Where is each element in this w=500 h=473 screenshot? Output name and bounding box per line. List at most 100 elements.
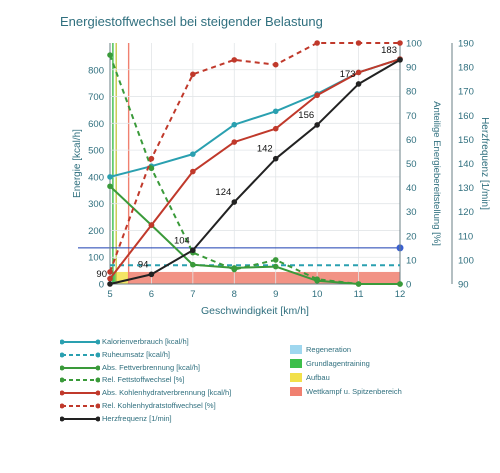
legend-label: Rel. Fettstoffwechsel [%] — [102, 375, 185, 385]
data-point — [148, 271, 155, 278]
x-tick-label: 8 — [232, 289, 237, 300]
x-tick-label: 10 — [312, 289, 323, 300]
legend-marker — [60, 390, 65, 396]
y-axis-right1-label: Anteilige Energiebereitstellung [%] — [431, 101, 442, 246]
data-point — [231, 121, 238, 128]
data-point — [314, 122, 320, 128]
y-axis-right2-label: Herzfrequenz [1/min] — [479, 117, 490, 210]
series-line — [109, 58, 401, 280]
y-right1-tick-label: 80 — [406, 87, 417, 98]
data-point — [314, 92, 320, 99]
data-point — [231, 199, 238, 205]
legend-symbol — [60, 403, 100, 409]
data-point — [107, 183, 113, 190]
legend-marker — [60, 352, 65, 358]
data-label: 124 — [215, 187, 231, 198]
legend-symbol — [60, 339, 100, 345]
y-left-tick-label: 0 — [99, 280, 104, 291]
data-point — [355, 40, 362, 46]
data-point — [272, 257, 279, 263]
legend-marker — [95, 339, 100, 345]
series-line — [109, 54, 400, 285]
x-axis-label: Geschwindigkeit [km/h] — [201, 305, 309, 317]
legend-marker — [60, 416, 65, 422]
data-point — [231, 266, 238, 273]
y-right2-tick-label: 170 — [458, 87, 474, 98]
data-point — [190, 247, 196, 254]
data-label: 156 — [298, 110, 314, 121]
data-point — [107, 281, 113, 287]
y-left-tick-label: 100 — [88, 253, 104, 264]
x-tick-label: 7 — [190, 289, 195, 300]
y-left-tick-label: 600 — [88, 119, 104, 130]
zone-band — [112, 271, 117, 284]
data-point — [272, 125, 279, 132]
series-line — [109, 42, 400, 273]
legend-symbol — [60, 377, 100, 383]
legend-symbol — [60, 416, 100, 422]
legend-label: Abs. Fettverbrennung [kcal/h] — [102, 362, 200, 372]
y-right1-tick-label: 90 — [406, 63, 417, 74]
data-point — [355, 81, 362, 87]
data-point — [107, 269, 113, 275]
y-right1-tick-label: 10 — [406, 255, 417, 266]
data-label: 94 — [138, 259, 149, 270]
data-point — [314, 40, 320, 46]
y-right1-tick-label: 70 — [406, 111, 417, 122]
y-right2-tick-label: 140 — [458, 159, 474, 170]
y-left-tick-label: 700 — [88, 92, 104, 103]
series-line — [109, 59, 401, 285]
y-right1-tick-label: 30 — [406, 207, 417, 218]
data-point — [190, 71, 196, 78]
data-label: 104 — [174, 235, 190, 246]
y-right2-tick-label: 90 — [458, 280, 469, 291]
y-right1-tick-label: 20 — [406, 231, 417, 242]
legend-label: Ruheumsatz [kcal/h] — [102, 349, 170, 359]
y-right1-tick-label: 0 — [406, 280, 411, 291]
data-point — [107, 52, 113, 58]
data-point — [397, 57, 403, 63]
data-point — [190, 168, 196, 175]
data-point — [231, 139, 238, 145]
legend-label: Kalorienverbrauch [kcal/h] — [102, 337, 189, 346]
data-point — [314, 276, 320, 282]
x-tick-label: 5 — [107, 289, 112, 300]
legend-marker — [95, 377, 100, 383]
data-label: 90 — [96, 269, 107, 280]
data-point — [190, 261, 196, 268]
legend-label: Rel. Kohlenhydratstoffwechsel [%] — [102, 400, 216, 410]
zone-swatch — [290, 345, 302, 354]
data-point — [148, 165, 155, 172]
legend-marker — [95, 352, 100, 358]
y-axis-left-label: Energie [kcal/h] — [72, 129, 83, 198]
x-tick-label: 6 — [149, 289, 154, 300]
data-point — [107, 174, 113, 180]
data-point — [272, 263, 279, 270]
y-right1-tick-label: 60 — [406, 135, 417, 146]
chart-title: Energiestoffwechsel bei steigender Belas… — [60, 14, 323, 29]
legend-marker — [95, 416, 100, 422]
data-point — [397, 40, 403, 46]
zone-label: Aufbau — [306, 373, 330, 382]
data-point — [355, 69, 362, 76]
legend-marker — [95, 365, 100, 371]
x-tick-label: 12 — [395, 289, 406, 300]
zone-swatch — [290, 387, 302, 396]
data-label: 183 — [381, 45, 397, 56]
x-tick-label: 9 — [273, 289, 278, 300]
zone-label: Regeneration — [306, 345, 352, 354]
legend-symbol — [60, 365, 100, 371]
legend-marker — [60, 365, 65, 371]
y-right2-tick-label: 100 — [458, 255, 474, 266]
y-right2-tick-label: 190 — [458, 39, 474, 50]
y-right2-tick-label: 180 — [458, 63, 474, 74]
data-label: 142 — [257, 144, 273, 155]
x-tick-label: 11 — [354, 289, 364, 300]
legend-marker — [60, 339, 65, 345]
legend-symbol — [60, 390, 100, 396]
data-point — [148, 222, 155, 228]
data-point — [272, 155, 279, 162]
y-right2-tick-label: 150 — [458, 135, 474, 146]
y-left-tick-label: 400 — [88, 172, 104, 183]
